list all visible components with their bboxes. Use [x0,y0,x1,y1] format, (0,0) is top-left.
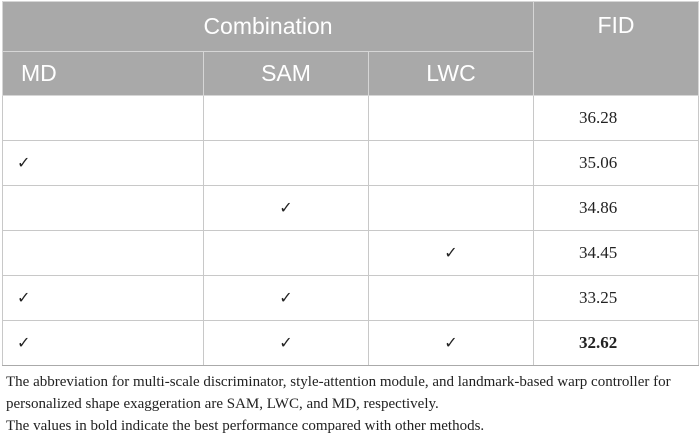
check-icon: ✓ [17,333,31,352]
md-cell: ✓ [2,275,204,321]
sam-cell [203,140,369,186]
sam-cell: ✓ [203,320,369,366]
ablation-results-table: Combination FID MD SAM LWC 36.28 ✓ 35.06 [1,1,700,366]
fid-value: 33.25 [533,275,700,321]
sam-cell [203,230,369,276]
lwc-cell: ✓ [367,320,535,366]
lwc-column-header: LWC [367,51,535,96]
header-row-group: Combination FID [1,1,700,96]
sam-cell: ✓ [203,185,369,231]
header-row-columns: MD SAM LWC [2,51,699,96]
table-row: 36.28 [2,95,700,141]
combination-header: Combination [1,1,535,52]
lwc-cell [367,275,535,321]
table-row: ✓ ✓ 33.25 [2,275,700,321]
md-cell: ✓ [2,320,204,366]
lwc-cell [367,185,535,231]
md-cell [2,95,204,141]
check-icon: ✓ [279,288,293,307]
fid-header: FID [533,1,700,96]
table-caption: The abbreviation for multi-scale discrim… [6,371,696,437]
results-table-container: Combination FID MD SAM LWC 36.28 ✓ 35.06 [1,1,700,366]
md-cell [2,185,204,231]
caption-abbreviation-note: The abbreviation for multi-scale discrim… [6,374,671,412]
table-row: ✓ 35.06 [2,140,700,186]
md-cell: ✓ [2,140,204,186]
sam-cell: ✓ [203,275,369,321]
table-row-best: ✓ ✓ ✓ 32.62 [2,320,700,366]
fid-value: 34.86 [533,185,700,231]
table-header: Combination FID MD SAM LWC [1,1,700,96]
fid-value-best: 32.62 [533,320,700,366]
lwc-cell: ✓ [367,230,535,276]
md-cell [2,230,204,276]
check-icon: ✓ [444,333,458,352]
table-row: ✓ 34.86 [2,185,700,231]
lwc-cell [367,140,535,186]
md-column-header: MD [2,51,204,96]
caption-bold-note: The values in bold indicate the best per… [6,418,485,434]
table-row: ✓ 34.45 [2,230,700,276]
table-body: 36.28 ✓ 35.06 ✓ 34.86 ✓ 34.45 ✓ [2,95,700,366]
check-icon: ✓ [279,198,293,217]
check-icon: ✓ [17,288,31,307]
fid-value: 35.06 [533,140,700,186]
check-icon: ✓ [279,333,293,352]
fid-value: 36.28 [533,95,700,141]
check-icon: ✓ [444,243,458,262]
lwc-cell [367,95,535,141]
fid-value: 34.45 [533,230,700,276]
sam-cell [203,95,369,141]
check-icon: ✓ [17,153,31,172]
sam-column-header: SAM [203,51,369,96]
